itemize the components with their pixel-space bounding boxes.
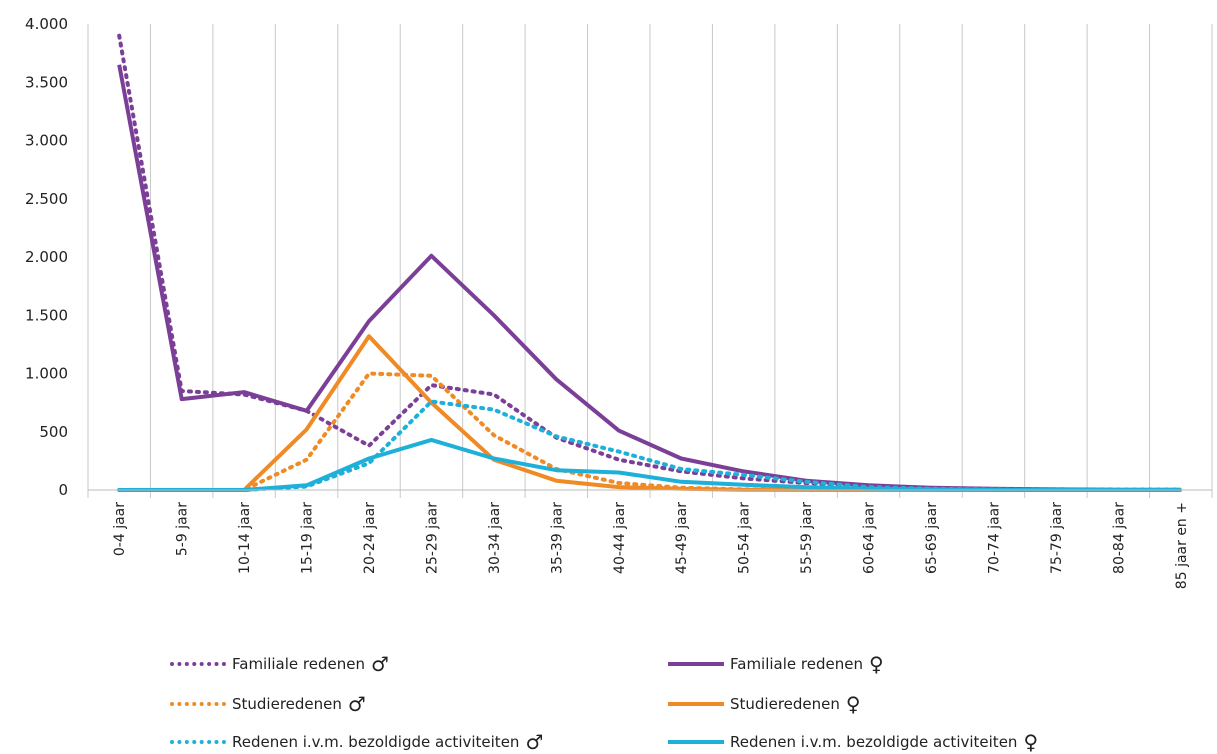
y-tick-label: 2.500 [25, 190, 68, 208]
x-tick-label: 0-4 jaar [112, 502, 128, 556]
x-tick-label: 20-24 jaar [362, 502, 378, 574]
x-axis-ticks: 0-4 jaar 5-9 jaar 10-14 jaar 15-19 jaar 20-2… [112, 502, 1190, 589]
x-tick-label: 5-9 jaar [175, 502, 191, 556]
x-tick-label: 50-54 jaar [737, 502, 753, 574]
x-tick-label: 80-84 jaar [1111, 502, 1127, 574]
x-tick-label: 75-79 jaar [1049, 502, 1065, 574]
x-tick-label: 35-39 jaar [549, 502, 565, 574]
y-tick-label: 3.000 [25, 132, 68, 150]
x-tick-label: 85 jaar en + [1174, 502, 1190, 589]
y-tick-label: 3.500 [25, 73, 68, 91]
y-tick-label: 1.500 [25, 306, 68, 324]
y-tick-label: 0 [58, 481, 68, 499]
x-tick-label: 10-14 jaar [237, 502, 253, 574]
x-tick-label: 30-34 jaar [487, 502, 503, 574]
x-tick-label: 70-74 jaar [986, 502, 1002, 574]
x-tick-label: 25-29 jaar [424, 502, 440, 574]
y-axis-ticks: 0 500 1.000 1.500 2.000 2.500 3.000 3.500 4.000 [25, 15, 68, 499]
x-tick-label: 55-59 jaar [799, 502, 815, 574]
x-tick-label: 45-49 jaar [674, 502, 690, 574]
y-tick-label: 500 [39, 423, 68, 441]
x-tick-label: 15-19 jaar [300, 502, 316, 574]
x-tick-label: 65-69 jaar [924, 502, 940, 574]
x-tick-label: 40-44 jaar [612, 502, 628, 574]
x-tick-label: 60-64 jaar [862, 502, 878, 574]
y-tick-label: 1.000 [25, 365, 68, 383]
grid-lines [87, 24, 1213, 498]
y-tick-label: 4.000 [25, 15, 68, 33]
y-tick-label: 2.000 [25, 248, 68, 266]
